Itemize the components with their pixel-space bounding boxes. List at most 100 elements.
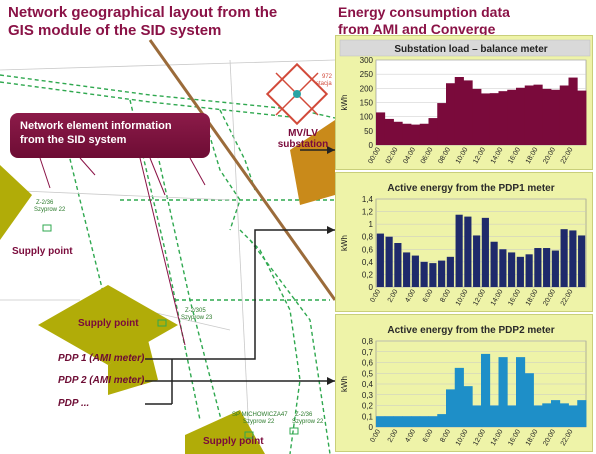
x-tick-label: 16:00 [507, 428, 522, 447]
data-step [533, 405, 543, 427]
series-0 [376, 77, 587, 145]
data-bar [438, 260, 446, 287]
x-tick-label: 14:00 [490, 146, 505, 165]
map-title-line1: Network geographical layout from the [8, 4, 278, 21]
x-tick-label: 16:00 [507, 146, 522, 165]
data-step [568, 405, 578, 427]
x-tick-label: 6:00 [422, 428, 435, 443]
y-tick-label: 0 [369, 423, 374, 432]
energy-title-line1: Energy consumption data [338, 4, 510, 20]
x-tick-label: 4:00 [404, 428, 417, 443]
data-step [524, 85, 534, 145]
series-2 [376, 353, 587, 427]
data-step [472, 88, 482, 145]
data-bar [534, 248, 542, 287]
x-tick-label: 12:00 [472, 288, 487, 307]
data-bar [551, 250, 559, 287]
x-tick-label: 14:00 [490, 288, 505, 307]
chart-title-band [339, 39, 591, 57]
x-tick-label: 04:00 [402, 146, 417, 165]
x-tick-label: 2:00 [387, 428, 400, 443]
data-step [393, 121, 403, 145]
callout-arrows [39, 157, 206, 346]
y-axis-label: kWh [340, 95, 349, 111]
data-bar [481, 217, 489, 287]
data-step [376, 112, 386, 145]
y-tick-label: 1,4 [362, 195, 374, 204]
callout-arrow [39, 157, 51, 189]
data-step [559, 403, 569, 427]
parcel-lines [0, 59, 336, 454]
data-step [402, 416, 412, 427]
data-bar [508, 252, 516, 287]
data-step [393, 416, 403, 427]
data-bar [490, 241, 498, 287]
callout-line2: from the SID system [20, 134, 127, 146]
data-step [542, 403, 552, 427]
meter-box [42, 224, 52, 232]
x-tick-label: 18:00 [525, 146, 540, 165]
substation-load-panel: Substation load – balance meter 0 50 100 150… [335, 35, 593, 170]
y-tick-label: 0,4 [362, 380, 374, 389]
data-step [419, 123, 429, 145]
y-tick-label: 100 [360, 113, 374, 122]
x-tick-label: 02:00 [385, 146, 400, 165]
cable-line [0, 74, 336, 119]
x-tick-label: 10:00 [455, 146, 470, 165]
data-step [577, 90, 587, 145]
x-tick-label: 4:00 [404, 288, 417, 303]
pdp-more-label: PDP ... [58, 398, 90, 409]
map-title: Network geographical layout from the GIS… [8, 4, 308, 40]
y-tick-label: 0,4 [362, 258, 374, 267]
data-step [489, 405, 499, 427]
data-bar [499, 249, 507, 287]
pdp2-panel: Active energy from the PDP2 meter 0 0,1 0,2… [335, 314, 593, 452]
pdp-connectors [145, 149, 335, 405]
supply-point-label: Supply point [78, 318, 139, 329]
supply-point-label: Supply point [203, 436, 264, 447]
data-bar [411, 255, 419, 287]
callout-line1: Network element information [20, 120, 172, 132]
y-tick-label: 50 [364, 127, 373, 136]
data-step [481, 93, 491, 145]
chart-title: Substation load – balance meter [394, 44, 547, 55]
callout-arrow [149, 157, 166, 196]
map-tag: Z-2/36 [295, 412, 313, 418]
meter-boxes [42, 224, 299, 439]
data-step [516, 357, 526, 427]
x-tick-label: 6:00 [422, 288, 435, 303]
data-step [384, 118, 394, 145]
y-tick-label: 0,6 [362, 245, 374, 254]
arrowhead [327, 226, 335, 234]
data-step [481, 353, 491, 427]
data-step [559, 85, 569, 145]
plot-area [375, 198, 587, 288]
y-tick-label: 0 [369, 141, 374, 150]
x-tick-label: 08:00 [437, 146, 452, 165]
data-step [437, 414, 447, 427]
data-bar [429, 263, 437, 287]
data-step [568, 77, 578, 145]
data-bar [525, 254, 533, 287]
map-title-line2: GIS module of the SID system [8, 22, 222, 39]
data-step [507, 405, 517, 427]
cable-line [249, 239, 331, 454]
x-tick-label: 20:00 [542, 428, 557, 447]
series-1 [376, 214, 586, 287]
data-bar [543, 248, 551, 287]
chart-title: Active energy from the PDP1 meter [387, 183, 554, 194]
arrowhead [327, 377, 335, 385]
x-tick-label: 12:00 [472, 428, 487, 447]
data-step [516, 87, 526, 145]
meter-box [244, 431, 254, 439]
pdp2-chart: Active energy from the PDP2 meter 0 0,10,2… [340, 325, 587, 447]
x-tick-label: 8:00 [439, 428, 452, 443]
data-step [542, 88, 552, 145]
data-bar [455, 214, 463, 287]
data-bar [516, 256, 524, 287]
map-tag: Szyprow 23 [181, 315, 213, 321]
data-step [411, 124, 421, 145]
y-axis-label: kWh [340, 235, 349, 251]
x-tick-label: 8:00 [439, 288, 452, 303]
network-info-callout: Network element information from the SID… [10, 113, 210, 158]
